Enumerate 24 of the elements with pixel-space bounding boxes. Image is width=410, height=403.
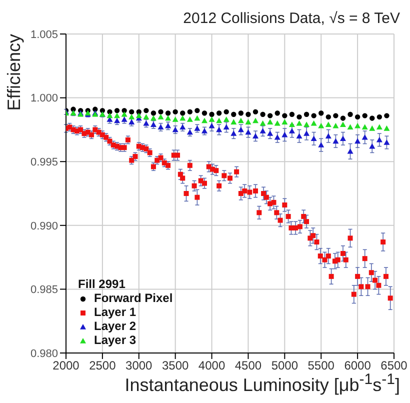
y-tick-label: 0.995	[30, 156, 58, 169]
y-tick-label: 0.990	[30, 220, 58, 232]
y-tick-label: 1.000	[30, 92, 58, 105]
y-tick-label: 0.985	[30, 284, 58, 296]
chart-title: 2012 Collisions Data, √s = 8 TeV	[183, 10, 400, 27]
legend-label: Layer 3	[93, 333, 138, 347]
legend-label: Layer 2	[93, 319, 138, 333]
y-tick-label: 0.980	[30, 348, 58, 360]
x-tick-label: 3500	[162, 358, 190, 373]
x-tick-label: 6000	[344, 358, 372, 373]
x-tick-label: 6500	[380, 358, 408, 373]
x-tick-label: 4500	[234, 358, 262, 373]
legend-title: Fill 2991	[78, 277, 126, 291]
x-tick-label: 2000	[52, 358, 80, 373]
x-tick-label: 5000	[271, 358, 298, 373]
y-axis-title: Efficiency	[4, 34, 25, 111]
x-tick-label: 2500	[89, 358, 116, 373]
x-tick-label: 5500	[308, 358, 335, 373]
legend-label: Forward Pixel	[93, 291, 173, 305]
x-tick-label: 3000	[126, 358, 153, 373]
legend-label: Layer 1	[93, 305, 138, 319]
x-tick-label: 4000	[198, 358, 226, 373]
y-tick-label: 1.005	[30, 28, 58, 41]
x-axis-title: Instantaneous Luminosity [μb$^{-1}$s$^{-1}$]	[124, 371, 400, 396]
